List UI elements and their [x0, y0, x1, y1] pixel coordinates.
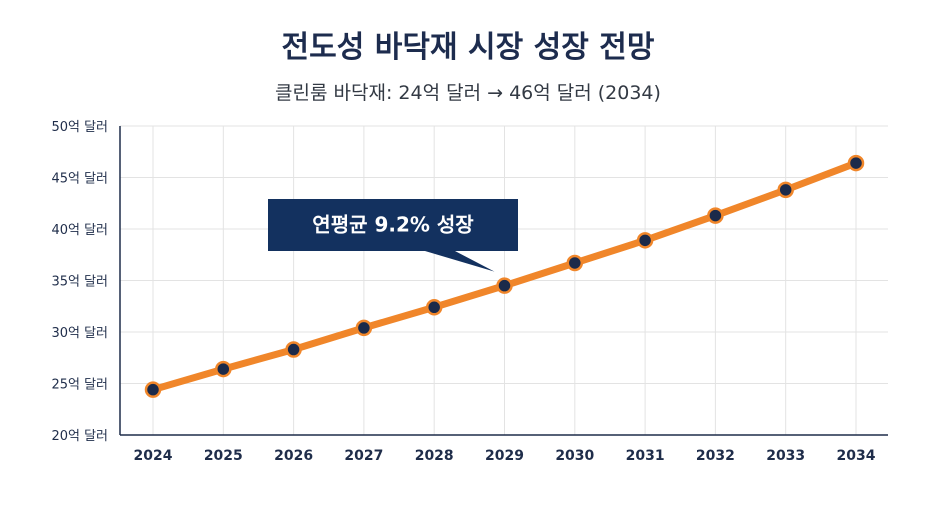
x-tick-label: 2031 — [626, 448, 665, 464]
x-tick-label: 2028 — [415, 448, 454, 464]
data-point — [566, 254, 584, 272]
x-tick-label: 2025 — [204, 448, 243, 464]
chart-subtitle: 클린룸 바닥재: 24억 달러 → 46억 달러 (2034) — [275, 82, 661, 104]
x-tick-label: 2029 — [485, 448, 524, 464]
x-tick-label: 2033 — [766, 448, 805, 464]
data-point — [215, 360, 232, 378]
callout-box — [268, 199, 518, 272]
data-point — [636, 232, 654, 249]
annotation-callout: 연평균 9.2% 성장 — [268, 199, 518, 272]
grid-layer — [120, 125, 888, 435]
x-tick-label: 2030 — [555, 448, 594, 464]
data-point-layer — [144, 154, 865, 398]
axis-layer: 20억 달러 25억 달러 30억 달러 35억 달러 40억 달러 45억 달러 50억 … — [51, 120, 888, 464]
x-tick-label: 2032 — [696, 448, 735, 464]
data-point — [425, 299, 443, 316]
data-point — [707, 207, 724, 224]
y-tick-label: 40억 달러 — [51, 223, 108, 238]
y-tick-label: 50억 달러 — [51, 120, 108, 135]
data-point — [847, 154, 865, 172]
data-point — [496, 277, 513, 294]
y-tick-label: 25억 달러 — [51, 378, 108, 393]
callout-text: 연평균 9.2% 성장 — [312, 213, 474, 237]
x-tick-label: 2034 — [837, 448, 876, 464]
data-point — [285, 341, 302, 358]
x-tick-label: 2024 — [134, 448, 173, 464]
x-tick-label: 2026 — [274, 448, 313, 464]
y-tick-label: 20억 달러 — [51, 429, 108, 444]
data-point — [777, 181, 794, 199]
chart-title: 전도성 바닥재 시장 성장 전망 — [281, 30, 655, 65]
y-tick-label: 35억 달러 — [51, 275, 108, 290]
data-point — [355, 319, 373, 337]
y-tick-label: 30억 달러 — [51, 326, 108, 341]
y-tick-label: 45억 달러 — [51, 172, 108, 187]
data-point — [144, 381, 162, 398]
x-tick-label: 2027 — [344, 448, 383, 464]
